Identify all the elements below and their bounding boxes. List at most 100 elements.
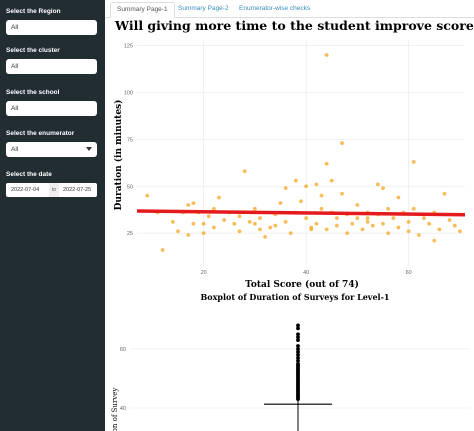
x-tick-label: 60 — [406, 270, 412, 276]
data-point — [396, 225, 401, 230]
tab-bar: Summary Page-1 Summary Page-2 Enumerator… — [105, 0, 474, 18]
data-point — [365, 219, 370, 224]
data-point — [437, 227, 442, 232]
date-range-input: 2022-07-04 to 2022-07-25 — [6, 183, 97, 197]
data-point — [309, 227, 314, 232]
data-point — [145, 193, 150, 198]
x-tick-label: 20 — [201, 270, 207, 276]
data-point — [278, 201, 283, 206]
region-label: Select the Region — [6, 8, 61, 15]
data-point — [350, 221, 355, 226]
y-tick-label: 40 — [120, 406, 126, 412]
cluster-input[interactable]: All — [6, 59, 97, 74]
data-point — [258, 216, 262, 221]
school-input[interactable]: All — [6, 101, 97, 116]
data-point — [242, 169, 247, 174]
data-point — [406, 229, 411, 234]
tab-summary-page-1[interactable]: Summary Page-1 — [110, 2, 175, 18]
y-tick-label: 50 — [127, 184, 133, 190]
outlier-point — [296, 344, 300, 348]
data-point — [416, 233, 421, 237]
data-point — [324, 161, 329, 166]
data-point — [457, 229, 462, 234]
tab-summary-page-2[interactable]: Summary Page-2 — [178, 5, 229, 12]
outlier-point — [296, 397, 300, 402]
data-point — [391, 216, 396, 221]
outlier-point — [296, 338, 300, 343]
outlier-point — [296, 350, 300, 354]
scatter-chart-title: Will giving more time to the student imp… — [115, 18, 474, 33]
scatter-chart: 25 50 75 100 125 20 40 60 Duration (in minutes… — [113, 40, 466, 290]
outlier-point — [296, 355, 300, 360]
data-point — [452, 223, 457, 228]
chevron-down-icon — [86, 147, 92, 151]
data-point — [237, 214, 242, 219]
data-point — [247, 219, 252, 224]
data-point — [355, 216, 360, 221]
data-point — [355, 203, 360, 207]
data-point — [268, 225, 273, 230]
x-axis-label: Total Score (out of 74) — [245, 279, 359, 290]
x-tick-label: 40 — [303, 270, 309, 276]
school-label: Select the school — [6, 89, 60, 96]
data-point — [273, 223, 278, 228]
cluster-label: Select the cluster — [6, 47, 60, 54]
outlier-point — [296, 332, 300, 337]
data-point — [396, 195, 401, 200]
data-point — [206, 214, 211, 219]
data-point — [222, 218, 227, 222]
date-start-input[interactable]: 2022-07-04 — [11, 187, 40, 193]
data-point — [370, 223, 375, 228]
data-point — [288, 231, 293, 236]
outlier-point — [296, 347, 300, 351]
outlier-point — [296, 323, 300, 328]
data-point — [314, 221, 319, 226]
data-point — [191, 201, 196, 206]
data-point — [232, 221, 237, 226]
region-input[interactable]: All — [6, 20, 97, 35]
outlier-point — [296, 353, 300, 357]
data-point — [186, 203, 191, 207]
data-point — [386, 206, 391, 211]
date-end-input[interactable]: 2022-07-25 — [63, 187, 92, 193]
data-point — [176, 229, 180, 234]
y-tick-label: 100 — [124, 91, 133, 97]
tab-enumerator-wise-checks[interactable]: Enumerator-wise checks — [239, 5, 311, 12]
data-point — [442, 191, 447, 196]
outlier-point — [296, 358, 300, 363]
data-point — [334, 216, 339, 221]
data-point — [365, 216, 370, 221]
data-point — [304, 216, 309, 221]
date-label: Select the date — [6, 171, 52, 178]
boxplot-y-label: on of Survey — [111, 388, 119, 431]
data-point — [386, 231, 391, 236]
data-point — [293, 178, 298, 183]
data-point — [211, 225, 216, 230]
data-point — [252, 221, 257, 226]
data-point — [324, 227, 329, 232]
data-point — [201, 221, 206, 226]
data-point — [319, 206, 324, 211]
y-axis-label: Duration (in minutes) — [113, 100, 124, 211]
data-point — [381, 221, 385, 226]
outlier-point — [296, 326, 300, 331]
data-point — [411, 159, 416, 164]
data-point — [345, 231, 350, 236]
data-point — [186, 233, 191, 237]
y-tick-label: 25 — [127, 231, 133, 237]
data-point — [334, 223, 339, 228]
boxplot-title: Boxplot of Duration of Surveys for Level… — [200, 292, 390, 302]
data-point — [283, 219, 288, 224]
data-point — [263, 234, 268, 239]
data-point — [411, 206, 416, 211]
data-point — [360, 227, 365, 232]
data-point — [375, 182, 380, 187]
data-point — [422, 216, 426, 221]
data-point — [160, 248, 165, 252]
sidebar: Select the Region All Select the cluster… — [0, 0, 105, 431]
enumerator-select[interactable]: All — [6, 142, 97, 157]
y-tick-label: 75 — [127, 137, 133, 143]
enumerator-value: All — [11, 146, 19, 153]
data-point — [329, 178, 334, 183]
data-point — [191, 221, 196, 226]
